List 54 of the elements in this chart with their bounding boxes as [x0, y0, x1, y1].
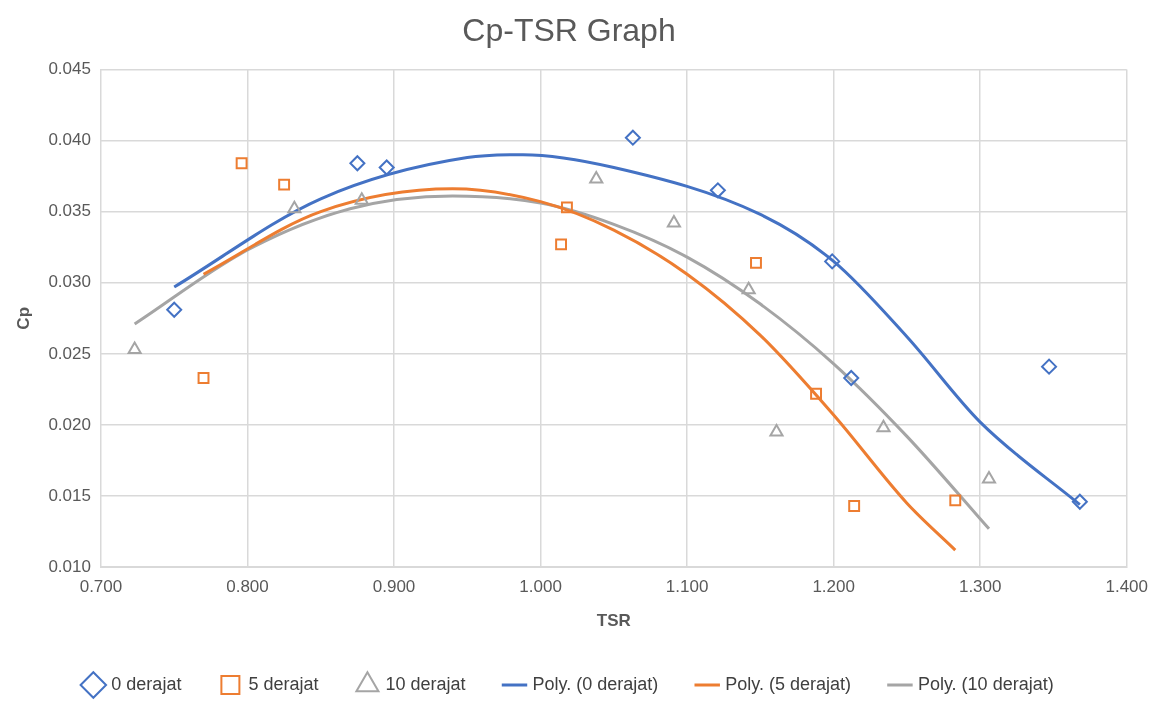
- legend-label: Poly. (0 derajat): [532, 673, 659, 694]
- y-tick-label: 0.045: [48, 59, 91, 79]
- y-tick-label: 0.015: [48, 485, 91, 505]
- legend-label: Poly. (5 derajat): [725, 673, 851, 694]
- point: [127, 341, 142, 355]
- y-tick-label: 0.010: [48, 556, 91, 576]
- point: [810, 387, 823, 400]
- point: [848, 500, 861, 512]
- point: [278, 178, 291, 191]
- point: [709, 182, 726, 199]
- point: [287, 200, 302, 214]
- y-tick-label: 0.030: [48, 272, 91, 292]
- x-axis-title: TSR: [596, 611, 631, 631]
- x-tick-label: 0.700: [79, 577, 123, 597]
- point: [843, 370, 860, 387]
- point: [624, 129, 641, 146]
- legend-label: 10 derajat: [385, 673, 466, 694]
- point: [349, 155, 366, 172]
- point: [555, 238, 568, 251]
- y-tick-label: 0.035: [48, 201, 91, 221]
- point: [1071, 493, 1088, 510]
- y-tick-label: 0.040: [48, 130, 91, 150]
- point: [197, 372, 210, 384]
- point: [560, 201, 573, 214]
- point: [378, 159, 395, 176]
- point: [166, 301, 183, 318]
- point: [235, 157, 248, 170]
- legend-label: Poly. (10 derajat): [917, 673, 1054, 694]
- legend-label: 5 derajat: [248, 673, 319, 694]
- x-tick-label: 1.000: [519, 577, 562, 597]
- point: [769, 424, 784, 437]
- point: [666, 215, 681, 228]
- point: [589, 170, 604, 184]
- x-tick-label: 1.100: [665, 577, 709, 597]
- line-series: [133, 194, 991, 531]
- x-tick-label: 1.200: [812, 577, 855, 597]
- line-series: [202, 187, 957, 552]
- point: [741, 281, 756, 295]
- chart-title: Cp-TSR Graph: [462, 12, 676, 49]
- point: [824, 253, 841, 270]
- point: [949, 494, 962, 507]
- x-tick-label: 1.400: [1105, 577, 1148, 597]
- legend-label: 0 derajat: [111, 673, 182, 694]
- x-tick-label: 0.800: [226, 577, 269, 597]
- x-tick-label: 0.900: [372, 577, 416, 597]
- point: [354, 192, 369, 205]
- y-axis-title: Cp: [13, 306, 33, 330]
- x-tick-label: 1.300: [958, 577, 1002, 597]
- point: [750, 256, 762, 269]
- point: [876, 419, 891, 433]
- point: [981, 471, 997, 484]
- y-tick-label: 0.025: [48, 343, 91, 363]
- point: [1041, 358, 1058, 375]
- y-tick-label: 0.020: [48, 414, 91, 434]
